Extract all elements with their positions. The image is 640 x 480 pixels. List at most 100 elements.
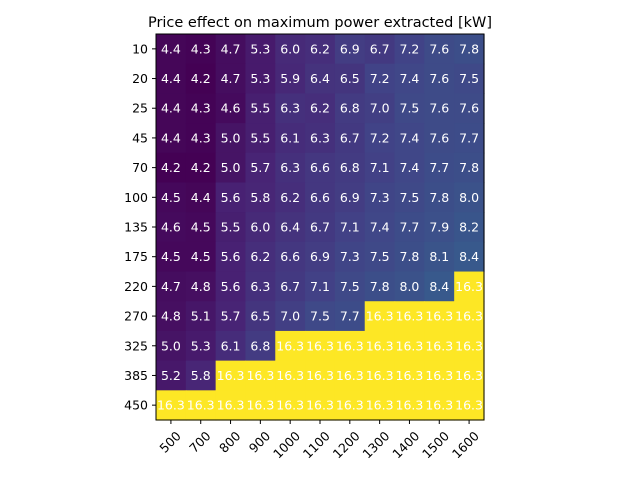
cell-value-label: 7.6 — [459, 101, 479, 116]
cell-value-label: 5.1 — [191, 309, 211, 324]
heatmap-cell — [156, 212, 187, 243]
heatmap-cell — [424, 63, 455, 94]
cell-value-label: 4.6 — [221, 101, 241, 116]
cell-value-label: 7.1 — [310, 279, 330, 294]
heatmap-cell — [185, 360, 217, 391]
cell-value-label: 5.2 — [161, 368, 181, 383]
heatmap-cell — [185, 93, 217, 124]
heatmap-cell — [275, 93, 306, 124]
cell-value-label: 7.7 — [400, 220, 420, 235]
heatmap-cell — [215, 123, 247, 154]
heatmap-cell — [305, 152, 336, 184]
heatmap-cell — [424, 182, 455, 213]
cell-value-label: 16.3 — [455, 338, 483, 353]
cell-value-label: 6.7 — [280, 279, 300, 294]
heatmap-cell — [245, 182, 276, 213]
x-tick-label: 800 — [216, 428, 244, 456]
heatmap-cell — [305, 212, 336, 243]
cell-value-label: 16.3 — [366, 338, 394, 353]
heatmap-cell — [156, 390, 187, 421]
heatmap-cell — [334, 152, 366, 184]
x-tick-label: 1500 — [419, 428, 452, 461]
cell-value-label: 4.7 — [161, 279, 181, 294]
heatmap-cell — [454, 152, 485, 184]
heatmap-cell — [215, 241, 247, 273]
cell-value-label: 6.8 — [340, 160, 360, 175]
cell-value-label: 7.8 — [459, 41, 479, 56]
cell-value-label: 7.8 — [429, 190, 449, 205]
heatmap-cell — [305, 63, 336, 94]
heatmap-cell — [156, 360, 187, 391]
cell-value-label: 6.3 — [280, 101, 300, 116]
heatmap-cell — [275, 271, 306, 302]
heatmap-cell — [334, 271, 366, 302]
cell-value-label: 6.2 — [280, 190, 300, 205]
heatmap-cell — [215, 93, 247, 124]
heatmap-cell — [334, 182, 366, 213]
x-tick-label: 500 — [156, 428, 184, 456]
heatmap-cell — [394, 241, 425, 273]
cell-value-label: 4.7 — [221, 41, 241, 56]
y-tick-label: 100 — [124, 190, 148, 205]
cell-value-label: 7.5 — [310, 309, 330, 324]
cell-value-label: 4.5 — [191, 249, 211, 264]
cell-value-label: 16.3 — [157, 398, 185, 413]
cell-value-label: 8.0 — [459, 190, 479, 205]
heatmap-cell — [215, 390, 247, 421]
cell-value-label: 7.8 — [370, 279, 390, 294]
cell-value-label: 7.4 — [400, 160, 420, 175]
y-tick-label: 25 — [132, 101, 148, 116]
heatmap-cell — [305, 182, 336, 213]
chart-title: Price effect on maximum power extracted … — [148, 15, 492, 31]
cell-value-label: 16.3 — [336, 398, 364, 413]
heatmap-cell — [156, 271, 187, 302]
heatmap-cell — [454, 241, 485, 273]
heatmap-cell — [334, 390, 366, 421]
heatmap-cell — [334, 34, 366, 65]
heatmap-cell — [185, 123, 217, 154]
heatmap-cell — [454, 93, 485, 124]
heatmap-cell — [305, 360, 336, 391]
x-tick-label: 1000 — [270, 428, 303, 461]
heatmap-cell — [245, 330, 276, 362]
heatmap-cell — [185, 182, 217, 213]
heatmap-cell — [215, 360, 247, 391]
heatmap-cell — [275, 360, 306, 391]
cell-value-label: 8.4 — [459, 249, 479, 264]
heatmap-cell — [364, 390, 396, 421]
cell-value-label: 4.8 — [191, 279, 211, 294]
heatmap-cell — [305, 390, 336, 421]
x-tick-label: 1400 — [389, 428, 422, 461]
heatmap-cell — [215, 271, 247, 302]
cell-value-label: 8.2 — [459, 220, 479, 235]
x-tick-label: 1300 — [359, 428, 392, 461]
cell-value-label: 5.7 — [250, 160, 270, 175]
cell-value-label: 16.3 — [425, 338, 453, 353]
heatmap-cell — [245, 93, 276, 124]
cell-value-label: 6.0 — [280, 41, 300, 56]
cell-value-label: 6.6 — [310, 190, 330, 205]
cell-value-label: 5.8 — [191, 368, 211, 383]
cell-value-label: 7.4 — [400, 71, 420, 86]
heatmap-cell — [215, 301, 247, 332]
cell-value-label: 16.3 — [366, 309, 394, 324]
y-tick-label: 270 — [124, 309, 148, 324]
heatmap-cell — [394, 182, 425, 213]
cell-value-label: 16.3 — [425, 368, 453, 383]
cell-value-label: 16.3 — [276, 338, 304, 353]
heatmap-cell — [185, 152, 217, 184]
cell-value-label: 4.2 — [191, 71, 211, 86]
heatmap-cell — [185, 271, 217, 302]
heatmap-cell — [394, 360, 425, 391]
heatmap-cell — [185, 301, 217, 332]
cell-value-label: 6.2 — [310, 101, 330, 116]
heatmap-cell — [156, 182, 187, 213]
heatmap-cell — [424, 152, 455, 184]
cell-value-label: 6.1 — [221, 338, 241, 353]
cell-value-label: 5.6 — [221, 190, 241, 205]
heatmap-cell — [305, 330, 336, 362]
cell-value-label: 7.2 — [400, 41, 420, 56]
cell-value-label: 16.3 — [336, 338, 364, 353]
heatmap-cell — [245, 390, 276, 421]
y-tick-label: 385 — [124, 368, 148, 383]
